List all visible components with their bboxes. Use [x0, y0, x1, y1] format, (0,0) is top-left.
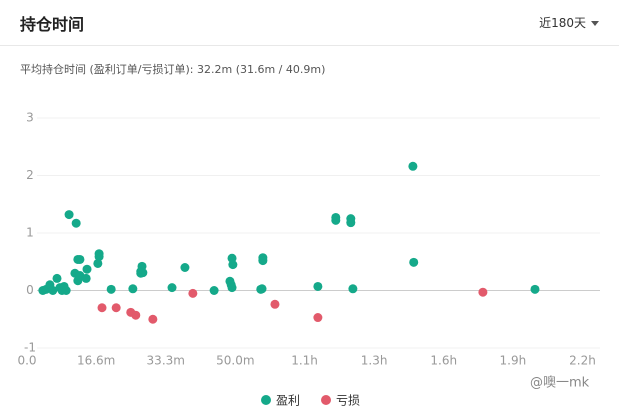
point — [180, 263, 190, 272]
x-tick-label: 16.6m — [77, 354, 115, 368]
legend-marker — [321, 395, 331, 405]
y-tick-label: 2 — [26, 168, 34, 182]
subtitle: 平均持仓时间 (盈利订单/亏损订单): 32.2m (31.6m / 40.9m… — [20, 63, 326, 76]
point — [75, 254, 85, 264]
point — [52, 273, 62, 283]
point — [64, 210, 74, 220]
point — [128, 284, 138, 294]
range-dropdown[interactable]: 近180天 — [539, 14, 599, 31]
x-tick-label: 2.2h — [569, 354, 596, 368]
x-tick-label: 0.0 — [17, 354, 36, 368]
point — [188, 288, 198, 298]
point — [209, 286, 219, 295]
point — [111, 303, 121, 313]
legend-label: 亏损 — [336, 394, 360, 408]
y-tick-label: 3 — [26, 111, 34, 125]
point — [61, 286, 71, 295]
point — [48, 286, 58, 295]
point — [71, 218, 81, 228]
x-tick-label: 1.6h — [430, 354, 457, 368]
x-tick-label: 50.0m — [216, 354, 254, 368]
point — [478, 287, 488, 297]
point — [408, 161, 418, 171]
point — [148, 314, 158, 324]
card-title: 持仓时间 — [20, 15, 85, 34]
legend-label: 盈利 — [276, 394, 300, 408]
x-tick-label: 1.1h — [291, 354, 318, 368]
point — [313, 281, 323, 291]
x-tick-label: 1.9h — [500, 354, 527, 368]
point — [348, 284, 358, 294]
point — [94, 252, 104, 262]
point — [93, 258, 103, 268]
y-tick-label: 1 — [26, 226, 34, 240]
point — [313, 313, 323, 323]
divider — [0, 45, 619, 46]
x-tick-label: 1.3h — [361, 354, 388, 368]
point — [530, 284, 540, 294]
point — [331, 215, 341, 225]
point — [106, 284, 116, 294]
point — [270, 299, 280, 309]
legend-marker — [261, 395, 271, 405]
point — [257, 284, 267, 294]
point — [81, 273, 91, 283]
point — [227, 283, 237, 293]
point — [167, 283, 177, 293]
point — [409, 257, 419, 267]
y-tick-label: 0 — [26, 283, 34, 297]
point — [97, 303, 107, 313]
point — [258, 256, 268, 266]
y-tick-label: -1 — [24, 341, 36, 355]
point — [136, 268, 146, 278]
watermark: @噢一mk — [530, 376, 590, 391]
point — [82, 264, 92, 274]
point — [131, 310, 141, 320]
point — [227, 253, 237, 263]
point — [346, 218, 356, 228]
x-tick-label: 33.3m — [147, 354, 185, 368]
